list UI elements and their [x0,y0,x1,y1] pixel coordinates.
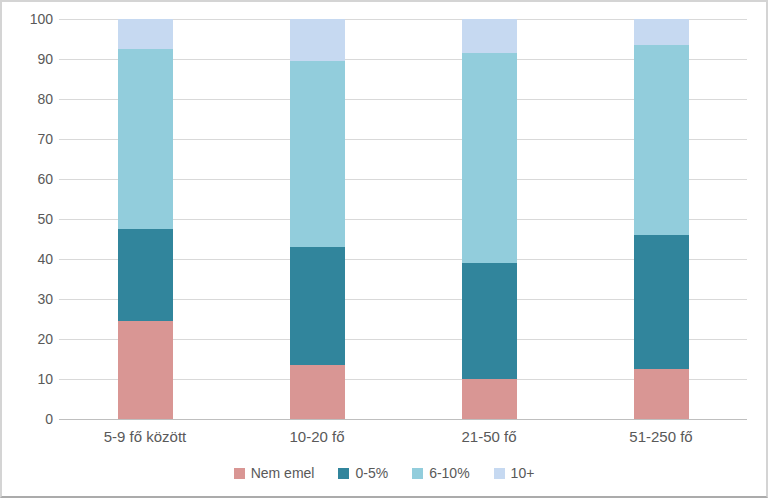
x-axis-labels: 5-9 fő között10-20 fő21-50 fő51-250 fő [59,428,747,445]
stacked-bar [118,19,173,419]
y-axis-tick-label: 50 [7,212,53,226]
bar-segment [290,61,345,247]
bar-cell [231,19,403,419]
bar-cell [403,19,575,419]
legend-item: 10+ [494,465,535,481]
y-axis-tick-label: 20 [7,332,53,346]
bar-segment [290,365,345,419]
legend-item: 0-5% [338,465,388,481]
legend-label: 10+ [511,465,535,481]
legend-item: 6-10% [412,465,469,481]
chart-container: 1009080706050403020100 5-9 fő között10-2… [0,0,768,498]
x-axis-category-label: 10-20 fő [231,428,403,445]
bar-segment [634,235,689,369]
x-axis-category-label: 5-9 fő között [59,428,231,445]
bar-segment [118,229,173,321]
bar-segment [462,263,517,379]
legend-label: 6-10% [429,465,469,481]
bar-segment [634,369,689,419]
x-axis-line: 0 [59,419,747,420]
bar-cell [575,19,747,419]
y-axis-tick-label: 30 [7,292,53,306]
legend-item: Nem emel [234,465,315,481]
y-axis-tick-label: 70 [7,132,53,146]
x-axis-category-label: 51-250 fő [575,428,747,445]
y-axis-tick-label: 90 [7,52,53,66]
stacked-bar [462,19,517,419]
legend-swatch [412,468,423,479]
y-axis-tick-label: 10 [7,372,53,386]
bar-segment [118,321,173,419]
bar-segment [634,19,689,45]
stacked-bar [290,19,345,419]
legend-swatch [338,468,349,479]
legend-swatch [234,468,245,479]
bar-segment [118,49,173,229]
bars-layer [59,19,747,419]
legend-label: 0-5% [355,465,388,481]
y-axis-tick-label: 60 [7,172,53,186]
bar-segment [118,19,173,49]
legend-label: Nem emel [251,465,315,481]
stacked-bar [634,19,689,419]
bar-segment [462,53,517,263]
y-axis-tick-label: 40 [7,252,53,266]
bar-segment [290,19,345,61]
plot-area: 1009080706050403020100 [59,19,747,419]
y-axis-tick-label: 0 [7,412,53,426]
y-axis-tick-label: 100 [7,12,53,26]
legend: Nem emel 0-5% 6-10% 10+ [2,465,766,481]
bar-segment [462,19,517,53]
bar-segment [462,379,517,419]
bar-segment [634,45,689,235]
y-axis-tick-label: 80 [7,92,53,106]
bar-cell [59,19,231,419]
legend-swatch [494,468,505,479]
bar-segment [290,247,345,365]
x-axis-category-label: 21-50 fő [403,428,575,445]
